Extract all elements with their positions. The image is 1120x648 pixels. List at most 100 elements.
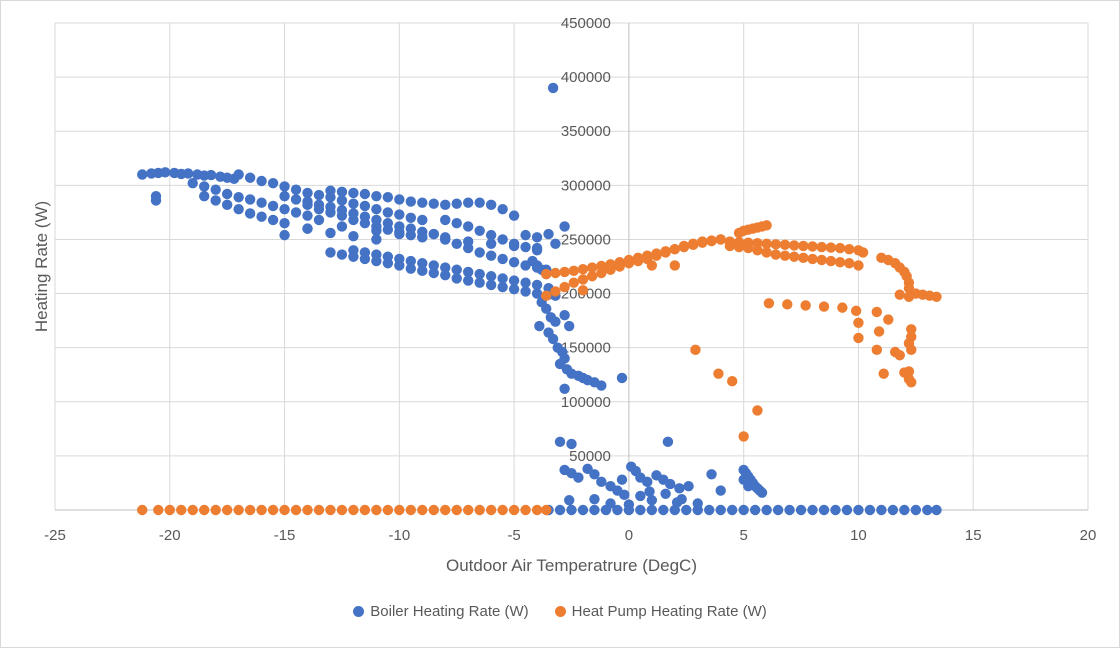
boiler-point [348, 214, 359, 226]
y-tick-label: 450000 [561, 15, 611, 32]
boiler-point [910, 504, 922, 516]
boiler-point [359, 253, 371, 265]
boiler-point [463, 266, 474, 278]
boiler-point [405, 196, 417, 207]
heat-pump-point [807, 253, 818, 265]
x-tick-label: 20 [1080, 527, 1097, 544]
heat-pump-point [761, 220, 772, 231]
x-tick-label: -20 [159, 527, 181, 544]
boiler-point [559, 310, 570, 321]
heat-pump-point [176, 504, 187, 516]
x-tick-label: 10 [850, 527, 867, 544]
heat-pump-point [137, 504, 148, 516]
boiler-point [474, 197, 485, 208]
boiler-point [428, 260, 439, 271]
heat-pump-point [850, 305, 862, 317]
heat-pump-point [837, 302, 848, 313]
boiler-point [674, 483, 685, 494]
boiler-point [589, 469, 600, 480]
boiler-point [485, 238, 497, 249]
boiler-point [256, 175, 267, 187]
heat-pump-point [336, 504, 348, 516]
boiler-point [463, 197, 474, 208]
boiler-point [187, 177, 198, 189]
boiler-point [681, 504, 692, 516]
heat-pump-point [187, 504, 198, 516]
boiler-point [182, 168, 194, 179]
boiler-point [474, 268, 485, 280]
heat-pump-point [834, 256, 846, 268]
heat-pump-point [279, 504, 290, 516]
boiler-point [616, 474, 628, 485]
boiler-point [683, 480, 694, 492]
boiler-point [267, 200, 279, 212]
heat-pump-point [752, 405, 763, 416]
boiler-point [290, 184, 302, 195]
heat-pump-point [290, 504, 302, 516]
boiler-point [313, 189, 325, 201]
heat-pump-point [646, 260, 658, 271]
boiler-point [550, 238, 561, 249]
boiler-point [267, 214, 279, 226]
x-tick-label: 15 [965, 527, 982, 544]
boiler-point [150, 195, 162, 206]
boiler-point [531, 288, 543, 299]
boiler-point [290, 207, 302, 218]
heat-pump-point [763, 298, 775, 309]
boiler-point [508, 275, 520, 286]
heat-pump-point [244, 504, 256, 516]
heat-pump-point [903, 291, 915, 303]
y-tick-label: 250000 [561, 231, 611, 248]
boiler-point [159, 167, 171, 178]
heat-pump-point [586, 271, 598, 282]
y-tick-label: 350000 [561, 123, 611, 140]
heat-pump-point [883, 314, 894, 325]
heat-pump-point [844, 258, 855, 269]
x-tick-label: 0 [625, 527, 633, 544]
boiler-point [279, 203, 290, 215]
heat-pump-point [825, 255, 837, 267]
heat-pump-point [577, 285, 589, 296]
boiler-point [451, 238, 462, 249]
heat-pump-point [577, 274, 589, 285]
heat-pump-point [660, 247, 671, 258]
heat-pump-point [302, 504, 313, 516]
heat-pump-point [690, 344, 701, 356]
heat-pump-point [382, 504, 394, 516]
boiler-point [497, 273, 508, 284]
legend-marker-boiler [353, 606, 365, 617]
heat-pump-point [779, 250, 791, 261]
heat-pump-point [687, 238, 699, 249]
heat-pump-point [906, 324, 917, 335]
boiler-point [887, 504, 899, 516]
boiler-point [336, 249, 348, 260]
boiler-point [394, 194, 405, 205]
boiler-point [623, 504, 635, 516]
heat-pump-point [761, 247, 772, 258]
heat-pump-point [669, 243, 680, 255]
heat-pump-point [568, 265, 579, 277]
boiler-point [485, 279, 497, 291]
data-points [137, 82, 942, 516]
heat-pump-point [706, 235, 717, 246]
heat-pump-point [678, 240, 690, 252]
boiler-point [405, 212, 417, 223]
heat-pump-point [770, 239, 782, 250]
boiler-point [440, 199, 451, 211]
boiler-point [485, 229, 497, 241]
heat-pump-point [559, 281, 570, 293]
boiler-point [279, 229, 290, 241]
boiler-point [619, 489, 630, 501]
boiler-point [531, 245, 543, 256]
heat-pump-point [520, 504, 531, 516]
legend-item-heat-pump: Heat Pump Heating Rate (W) [554, 603, 767, 620]
boiler-point [508, 238, 520, 249]
heat-pump-point [614, 261, 625, 272]
boiler-point [635, 490, 646, 502]
boiler-point [554, 436, 566, 448]
heat-pump-point [761, 238, 772, 249]
boiler-point [199, 181, 210, 192]
boiler-point [405, 229, 417, 241]
heat-pump-point [697, 236, 708, 247]
x-tick-label: -5 [507, 527, 520, 544]
